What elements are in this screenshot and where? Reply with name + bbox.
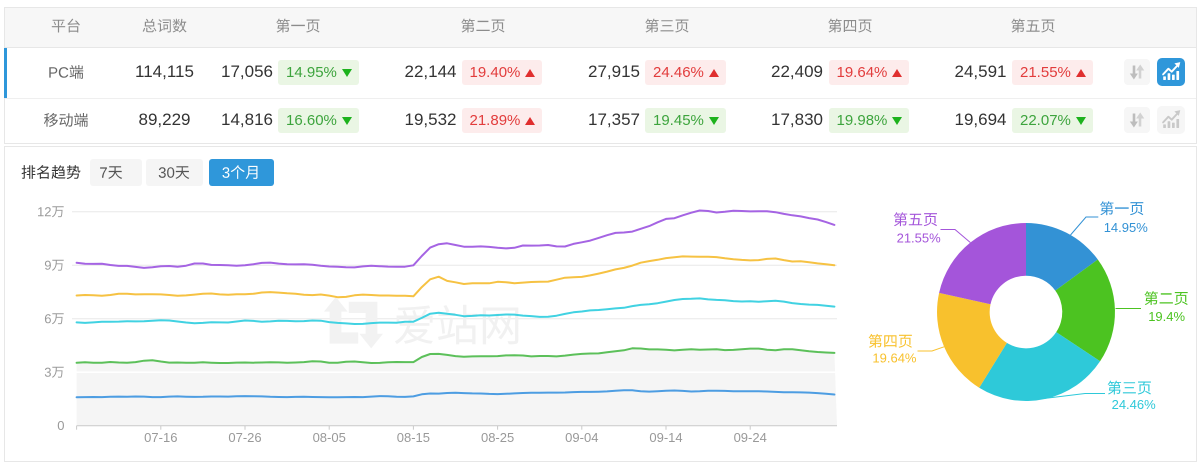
svg-text:08-25: 08-25 — [481, 430, 514, 445]
svg-text:19.64%: 19.64% — [872, 351, 917, 366]
svg-text:08-05: 08-05 — [313, 430, 346, 445]
svg-text:21.55%: 21.55% — [897, 230, 942, 245]
svg-text:24.46%: 24.46% — [1112, 397, 1157, 412]
svg-text:07-26: 07-26 — [228, 430, 261, 445]
svg-text:14.95%: 14.95% — [1104, 220, 1149, 235]
svg-text:09-04: 09-04 — [565, 430, 598, 445]
svg-text:09-14: 09-14 — [649, 430, 682, 445]
svg-text:07-16: 07-16 — [144, 430, 177, 445]
svg-text:0: 0 — [57, 418, 64, 433]
svg-text:08-15: 08-15 — [397, 430, 430, 445]
svg-text:09-24: 09-24 — [734, 430, 767, 445]
svg-text:19.4%: 19.4% — [1148, 309, 1185, 324]
